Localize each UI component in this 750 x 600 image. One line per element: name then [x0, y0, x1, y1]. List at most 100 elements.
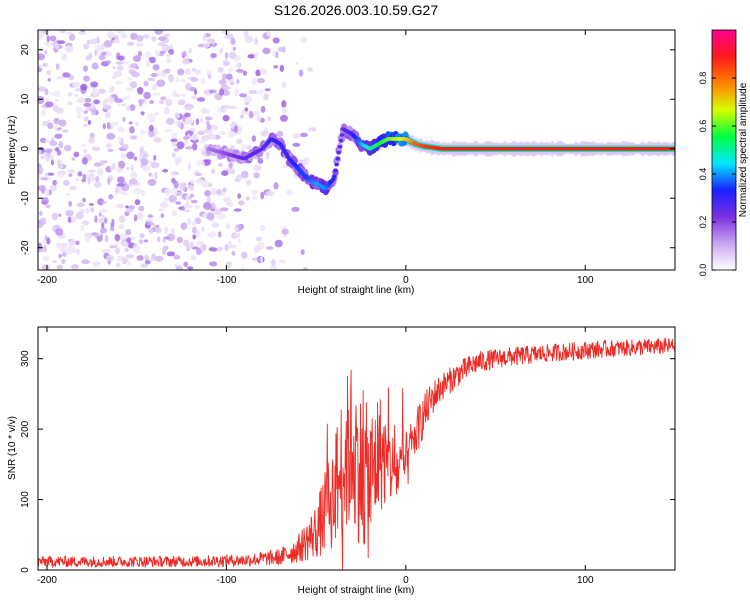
noise-cell	[106, 96, 115, 104]
noise-cell	[198, 243, 204, 246]
noise-cell	[221, 170, 229, 176]
noise-cell	[90, 81, 99, 88]
noise-cell	[259, 88, 264, 95]
noise-cell	[109, 245, 118, 249]
noise-cell	[291, 206, 300, 212]
noise-cell	[152, 64, 160, 71]
noise-cell	[160, 213, 165, 218]
noise-cell	[87, 169, 97, 173]
noise-cell	[48, 189, 52, 196]
noise-cell	[81, 143, 86, 148]
noise-cell	[116, 262, 121, 268]
noise-cell	[44, 148, 53, 153]
noise-cell	[94, 44, 102, 52]
noise-cell	[120, 33, 128, 39]
noise-cell	[186, 217, 192, 226]
noise-cell	[164, 128, 174, 133]
noise-cell	[206, 38, 215, 44]
noise-cell	[62, 129, 69, 133]
snr-y-tick-label: 200	[20, 420, 31, 437]
noise-cell	[136, 35, 144, 42]
noise-cell	[251, 135, 257, 142]
noise-cell	[81, 259, 90, 265]
noise-cell	[53, 117, 60, 125]
noise-cell	[154, 255, 164, 262]
noise-cell	[119, 233, 128, 241]
noise-cell	[229, 168, 235, 175]
noise-cell	[108, 194, 114, 200]
noise-cell	[49, 155, 54, 160]
noise-cell	[216, 246, 224, 252]
colorbar-tick-label: 0.0	[698, 264, 708, 277]
noise-cell	[279, 259, 286, 264]
noise-cell	[180, 222, 188, 230]
colorbar-tick-label: 0.4	[698, 168, 708, 181]
noise-cell	[281, 100, 287, 108]
noise-cell	[112, 66, 116, 70]
noise-cell	[76, 202, 85, 208]
noise-cell	[222, 187, 227, 193]
noise-cell	[192, 234, 196, 240]
noise-cell	[67, 169, 76, 174]
signal-core-cell	[338, 139, 344, 143]
noise-cell	[102, 123, 106, 130]
noise-cell	[282, 106, 288, 114]
noise-cell	[281, 81, 287, 89]
noise-cell	[42, 120, 49, 127]
noise-cell	[184, 112, 191, 118]
noise-cell	[184, 140, 188, 146]
noise-cell	[71, 157, 76, 161]
noise-cell	[49, 92, 55, 96]
noise-cell	[165, 53, 171, 58]
noise-cell	[99, 227, 108, 234]
noise-cell	[40, 217, 47, 222]
noise-cell	[206, 212, 215, 221]
noise-cell	[63, 144, 72, 152]
noise-cell	[92, 92, 99, 97]
noise-cell	[116, 30, 126, 34]
noise-cell	[236, 62, 243, 69]
noise-cell	[234, 226, 238, 233]
noise-cell	[228, 105, 238, 110]
signal-core-cell	[335, 156, 340, 161]
noise-cell	[140, 129, 146, 135]
noise-cell	[162, 237, 166, 244]
noise-cell	[152, 92, 161, 96]
noise-cell	[77, 30, 87, 36]
noise-cell	[174, 112, 181, 119]
noise-cell	[132, 245, 141, 254]
noise-cell	[125, 231, 132, 236]
noise-cell	[143, 80, 149, 87]
noise-cell	[154, 134, 158, 142]
noise-cell	[148, 228, 154, 234]
noise-cell	[163, 197, 169, 202]
noise-cell	[104, 60, 112, 64]
noise-cell	[180, 79, 186, 83]
noise-cell	[217, 107, 222, 113]
noise-cell	[134, 156, 137, 161]
noise-cell	[184, 116, 194, 125]
noise-cell	[103, 40, 113, 48]
noise-cell	[213, 208, 222, 215]
noise-cell	[206, 124, 212, 130]
noise-cell	[195, 178, 204, 184]
noise-cell	[173, 254, 181, 260]
noise-cell	[142, 34, 150, 39]
snr-x-tick-label: -200	[37, 575, 57, 586]
noise-cell	[95, 175, 100, 183]
noise-cell	[171, 152, 176, 158]
noise-cell	[137, 86, 144, 95]
noise-cell	[148, 56, 156, 64]
noise-cell	[149, 100, 155, 104]
noise-cell	[143, 239, 149, 243]
noise-cell	[292, 142, 301, 147]
noise-cell	[63, 180, 70, 186]
noise-cell	[128, 205, 135, 210]
noise-cell	[185, 146, 194, 150]
noise-cell	[200, 78, 206, 85]
noise-cell	[147, 178, 157, 186]
noise-cell	[245, 144, 252, 150]
noise-cell	[135, 43, 144, 47]
noise-cell	[90, 172, 95, 179]
